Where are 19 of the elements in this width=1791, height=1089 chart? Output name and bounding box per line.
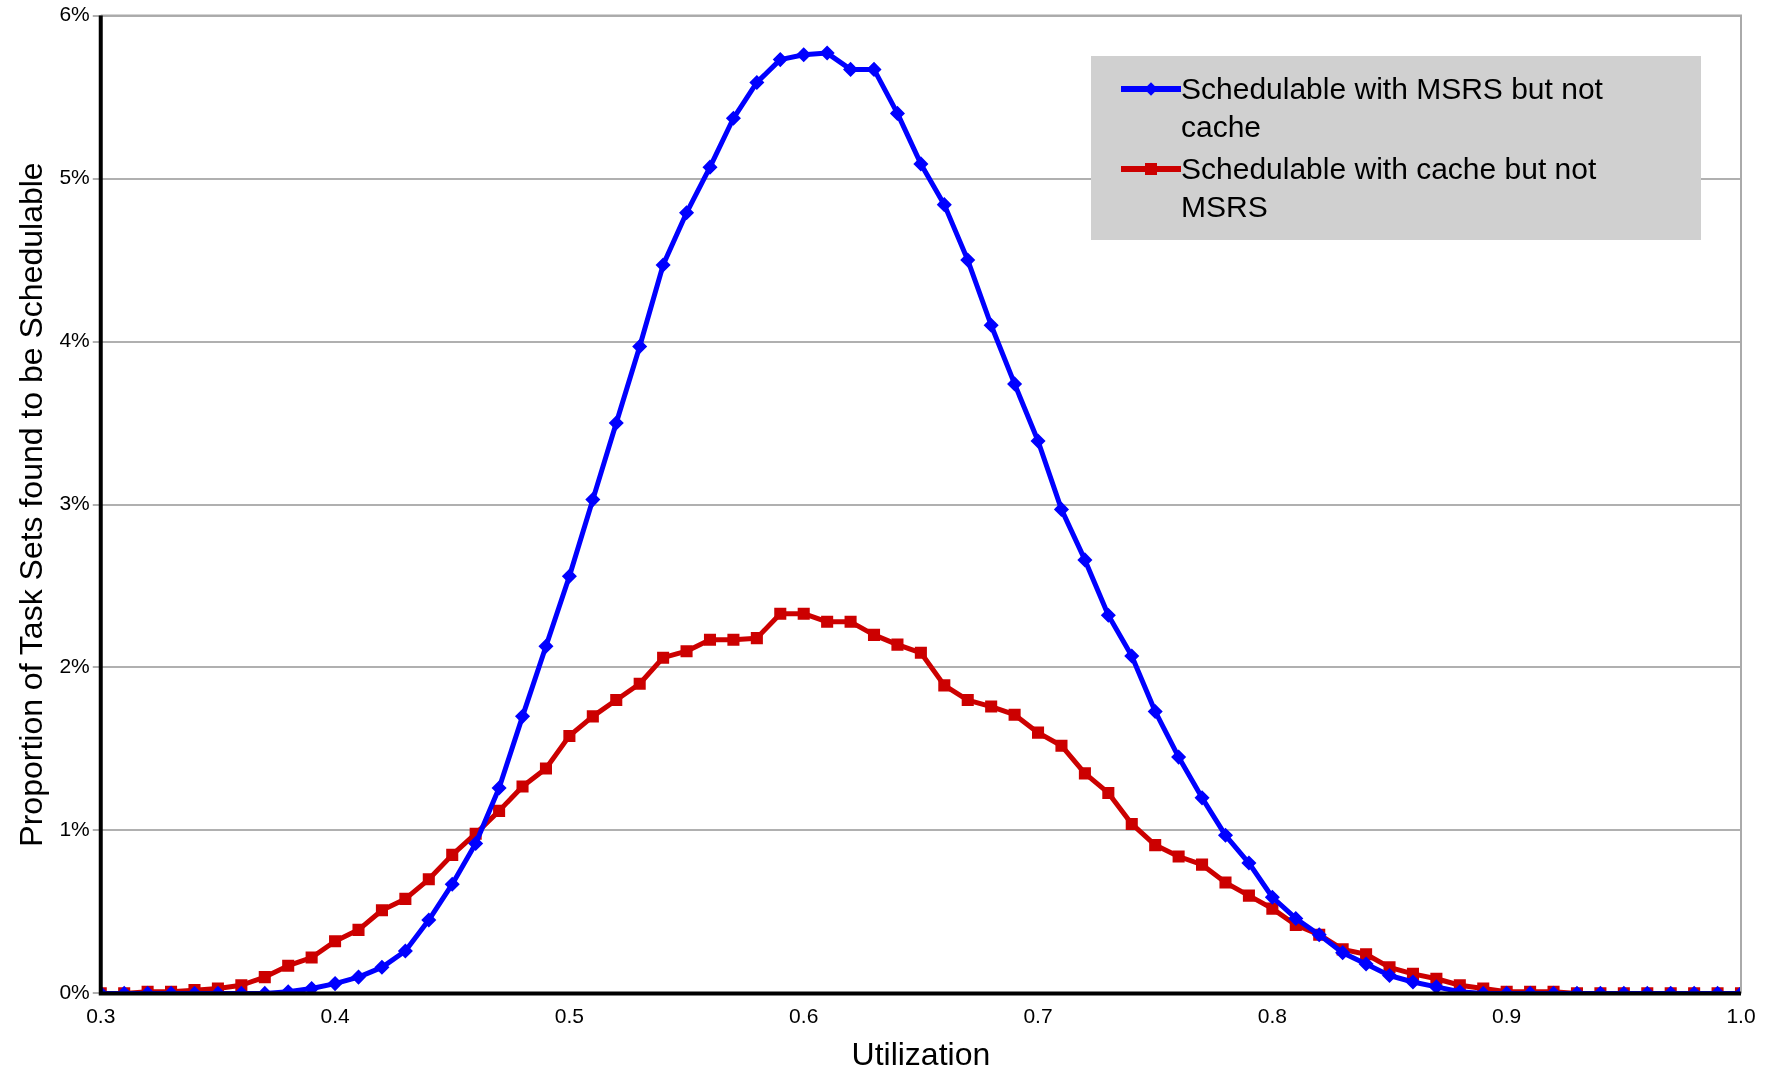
x-tick-label: 0.5 bbox=[554, 1003, 584, 1027]
legend-label: Schedulable with cache but not MSRS bbox=[1181, 150, 1598, 225]
y-tick-label: 5% bbox=[59, 165, 90, 189]
y-tick-label: 6% bbox=[59, 2, 90, 26]
x-tick-label: 1.0 bbox=[1726, 1003, 1756, 1027]
y-tick-label: 0% bbox=[59, 980, 90, 1004]
y-tick-label: 3% bbox=[59, 491, 90, 515]
y-axis-title: Proportion of Task Sets found to be Schedulable bbox=[13, 162, 50, 847]
legend-label: Schedulable with MSRS but not cache bbox=[1181, 70, 1604, 145]
x-tick-label: 0.8 bbox=[1257, 1003, 1287, 1027]
y-tick-label: 4% bbox=[59, 328, 90, 352]
x-tick-label: 0.9 bbox=[1492, 1003, 1522, 1027]
x-tick-label: 0.3 bbox=[86, 1003, 116, 1027]
x-tick-label: 0.6 bbox=[789, 1003, 819, 1027]
y-tick-label: 1% bbox=[59, 817, 90, 841]
y-tick-label: 2% bbox=[59, 654, 90, 678]
x-axis-title: Utilization bbox=[851, 1035, 991, 1072]
x-tick-label: 0.4 bbox=[320, 1003, 350, 1027]
x-tick-label: 0.7 bbox=[1023, 1003, 1053, 1027]
